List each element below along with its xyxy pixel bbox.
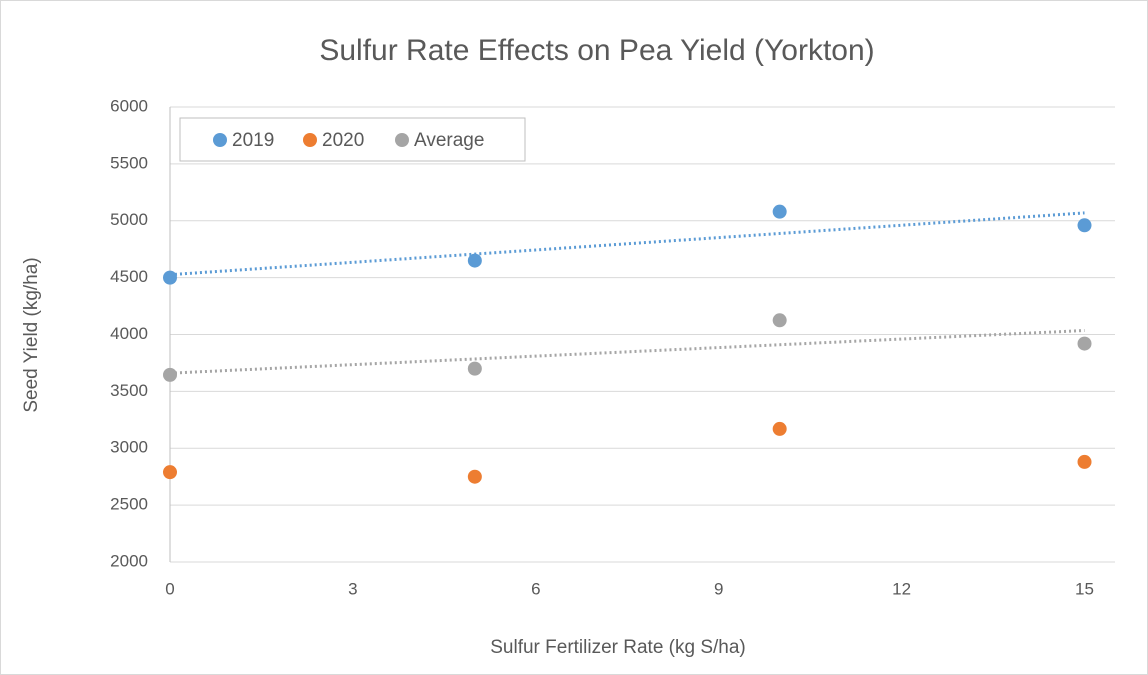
legend-marker bbox=[395, 133, 409, 147]
x-tick-label: 6 bbox=[531, 579, 540, 598]
point bbox=[163, 270, 177, 285]
point bbox=[1077, 454, 1092, 469]
chart-title: Sulfur Rate Effects on Pea Yield (Yorkto… bbox=[319, 34, 874, 67]
x-tick-label: 9 bbox=[714, 579, 723, 598]
point bbox=[1077, 336, 1092, 351]
x-tick-label: 15 bbox=[1075, 579, 1094, 598]
legend-box bbox=[179, 117, 526, 162]
point bbox=[772, 313, 787, 328]
y-tick-label: 6000 bbox=[110, 96, 148, 115]
point bbox=[163, 465, 177, 480]
point bbox=[772, 421, 787, 436]
point bbox=[163, 367, 177, 382]
y-tick-label: 4500 bbox=[110, 267, 148, 286]
y-tick-label: 3500 bbox=[110, 381, 148, 400]
legend-marker bbox=[213, 133, 227, 147]
y-tick-label: 4000 bbox=[110, 324, 148, 343]
legend-label: 2019 bbox=[232, 130, 274, 151]
point bbox=[467, 469, 482, 484]
legend-label: 2020 bbox=[322, 130, 364, 151]
legend-label: Average bbox=[414, 130, 484, 151]
x-tick-label: 3 bbox=[348, 579, 357, 598]
x-tick-label: 0 bbox=[165, 579, 174, 598]
y-tick-label: 2000 bbox=[110, 551, 148, 570]
x-axis-label: Sulfur Fertilizer Rate (kg S/ha) bbox=[490, 637, 746, 658]
y-tick-label: 5000 bbox=[110, 210, 148, 229]
point bbox=[467, 361, 482, 376]
y-tick-label: 5500 bbox=[110, 153, 148, 172]
point bbox=[1077, 218, 1092, 233]
y-axis-label: Seed Yield (kg/ha) bbox=[21, 257, 42, 412]
point bbox=[772, 204, 787, 219]
x-tick-label: 12 bbox=[892, 579, 911, 598]
point bbox=[467, 253, 482, 268]
y-tick-label: 3000 bbox=[110, 438, 148, 457]
y-tick-label: 2500 bbox=[110, 495, 148, 514]
legend-marker bbox=[303, 133, 317, 147]
legend: 2019 2020 Average bbox=[179, 117, 526, 162]
